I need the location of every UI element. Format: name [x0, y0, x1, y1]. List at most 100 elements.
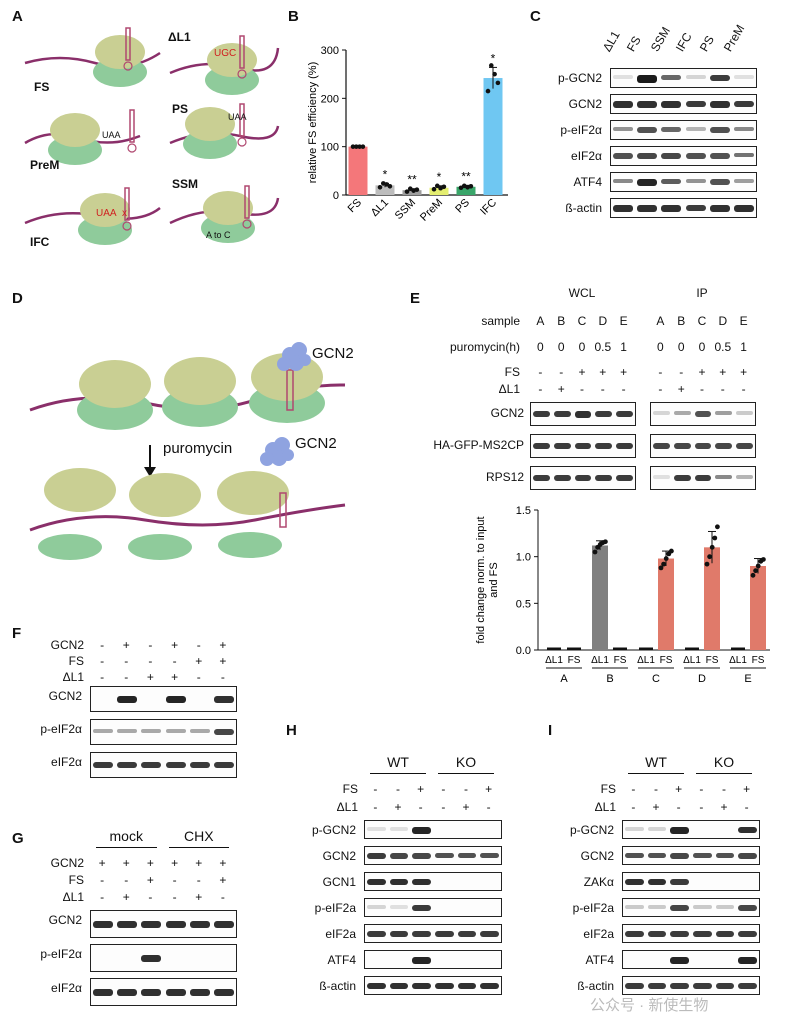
row-label: ß-actin: [319, 979, 356, 993]
row-label: GCN2: [48, 913, 82, 927]
bar-5: [483, 78, 503, 195]
blot-label: RPS12: [485, 470, 524, 484]
condition-value: -: [373, 782, 378, 796]
condition-value: 0.5: [594, 340, 612, 354]
group-label: A: [560, 673, 568, 685]
data-point: [441, 184, 447, 190]
data-point: [704, 561, 710, 567]
row-label: p-GCN2: [557, 71, 602, 85]
condition-value: +: [677, 382, 685, 396]
y-tick-label: 0.0: [516, 645, 531, 657]
x-tick-label: ΔL1: [545, 655, 563, 666]
band: [533, 443, 550, 450]
condition-value: 1: [740, 340, 747, 354]
band: [480, 930, 499, 937]
blot-GCN2: [90, 686, 237, 712]
blot-ip: [650, 466, 756, 490]
band: [574, 411, 592, 418]
band: [435, 982, 454, 990]
data-point: [489, 63, 494, 68]
condition-value: -: [463, 782, 468, 796]
x-tick-label: FS: [752, 655, 765, 666]
band: [709, 153, 730, 159]
condition-value: -: [741, 382, 746, 396]
group-label: WT: [645, 754, 667, 770]
group-underline: [96, 847, 157, 848]
row-label: eIF2α: [571, 149, 602, 163]
condition-value: -: [172, 654, 177, 668]
x-tick-label: FS: [614, 655, 627, 666]
band: [685, 179, 706, 183]
band: [637, 205, 658, 212]
bar-3: [429, 187, 449, 195]
blot-label: HA-GFP-MS2CP: [433, 438, 524, 452]
band: [389, 982, 409, 990]
band: [637, 75, 658, 83]
blot-wcl: [530, 434, 636, 458]
y-tick-label: 300: [321, 45, 339, 57]
band: [625, 878, 644, 886]
band: [165, 762, 186, 769]
band: [367, 826, 386, 831]
condition-label: FS: [600, 782, 616, 796]
blot-ZAKα: [622, 872, 760, 891]
band: [738, 982, 757, 989]
blot-GCN2: [622, 846, 760, 865]
band: [715, 443, 733, 449]
x-tick-label: PS: [453, 197, 472, 216]
condition-value: -: [196, 670, 201, 684]
band: [613, 205, 634, 212]
condition-value: -: [100, 638, 105, 652]
condition-value: +: [171, 670, 179, 684]
group-label: KO: [455, 754, 477, 770]
condition-value: -: [100, 670, 105, 684]
y-axis-label: and FS: [488, 562, 500, 597]
group-wcl: WCL: [568, 286, 596, 300]
band: [715, 411, 733, 415]
band: [661, 205, 682, 212]
condition-value: -: [148, 654, 153, 668]
band: [693, 852, 712, 859]
band: [189, 729, 210, 733]
x-tick-label: FS: [568, 655, 581, 666]
data-point: [485, 88, 491, 94]
significance-mark: *: [437, 170, 442, 184]
row-label: eIF2a: [325, 927, 356, 941]
row-label: eIF2α: [51, 755, 82, 769]
band: [574, 443, 592, 450]
band: [647, 826, 667, 831]
condition-value: -: [418, 800, 423, 814]
band: [613, 101, 634, 108]
condition-label: ΔL1: [336, 800, 358, 814]
label-fs: FS: [34, 80, 50, 94]
condition-value: C: [697, 314, 707, 328]
group-label: KO: [713, 754, 735, 770]
condition-value: +: [171, 638, 179, 652]
panel-i-letter: I: [548, 722, 553, 739]
band: [670, 930, 689, 937]
band: [412, 904, 431, 911]
band: [709, 127, 730, 133]
condition-value: -: [538, 365, 543, 379]
row-label: GCN2: [322, 849, 356, 863]
group-label: C: [652, 673, 660, 685]
bar: [658, 558, 674, 650]
row-label: GCN1: [322, 875, 356, 889]
band: [670, 956, 689, 964]
band: [165, 696, 186, 704]
condition-label: GCN2: [50, 638, 84, 652]
panel-i-blots: WT KO FS - - + - - + ΔL1 - + - - + - p-GCN2 GCN2 ZAKα p-eIF…: [552, 740, 782, 1010]
band: [685, 101, 706, 108]
condition-value: -: [699, 382, 704, 396]
data-point: [603, 539, 608, 545]
blot-p-GCN2: [622, 820, 760, 839]
band: [670, 878, 689, 885]
condition-value: 0: [578, 340, 586, 354]
band: [93, 989, 114, 996]
significance-mark: *: [491, 51, 496, 65]
condition-value: A: [656, 314, 665, 328]
group-label: D: [698, 673, 706, 685]
label-prem: PreM: [30, 158, 60, 172]
condition-value: -: [538, 382, 543, 396]
band: [189, 762, 210, 769]
